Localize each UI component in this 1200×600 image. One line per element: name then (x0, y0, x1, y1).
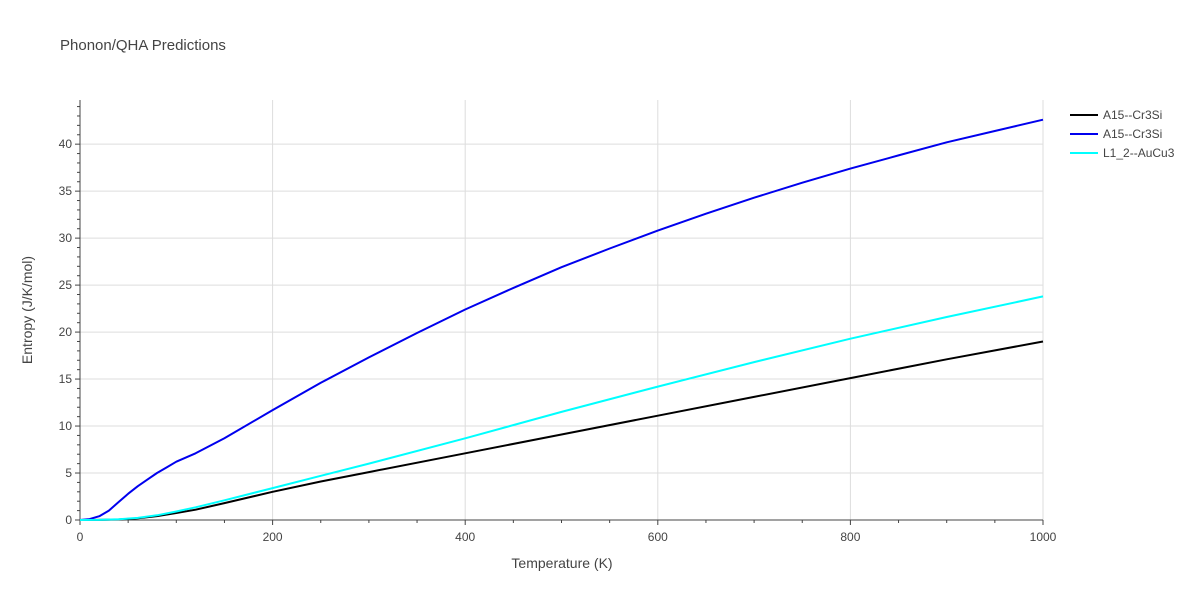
x-tick-label: 0 (77, 530, 84, 544)
x-axis-title: Temperature (K) (511, 555, 612, 571)
x-tick-label: 400 (455, 530, 475, 544)
chart-title: Phonon/QHA Predictions (60, 37, 226, 54)
x-tick-label: 200 (263, 530, 283, 544)
y-tick-label: 15 (59, 372, 73, 386)
y-tick-label: 35 (59, 184, 73, 198)
series-lines (79, 118, 1044, 521)
legend: A15--Cr3Si A15--Cr3Si L1_2--AuCu3 (1070, 108, 1175, 160)
tick-labels: 0 200 400 600 800 1000 0 5 10 15 20 25 30 35 40 (59, 137, 1057, 544)
y-tick-label: 0 (65, 513, 72, 527)
x-tick-label: 600 (648, 530, 668, 544)
y-tick-label: 25 (59, 278, 73, 292)
y-tick-label: 40 (59, 137, 73, 151)
grid (80, 100, 1044, 520)
y-tick-label: 30 (59, 231, 73, 245)
legend-label-1: A15--Cr3Si (1103, 108, 1162, 122)
y-axis-title: Entropy (J/K/mol) (19, 256, 35, 364)
x-tick-label: 1000 (1030, 530, 1057, 544)
series-line-3 (79, 295, 1044, 521)
axes (75, 100, 1044, 525)
series-line-2 (79, 118, 1044, 521)
legend-label-2: A15--Cr3Si (1103, 127, 1162, 141)
y-tick-label: 5 (65, 466, 72, 480)
y-tick-label: 10 (59, 419, 73, 433)
legend-label-3: L1_2--AuCu3 (1103, 146, 1175, 160)
x-tick-label: 800 (840, 530, 860, 544)
y-tick-label: 20 (59, 325, 73, 339)
series-line-1 (79, 340, 1044, 521)
